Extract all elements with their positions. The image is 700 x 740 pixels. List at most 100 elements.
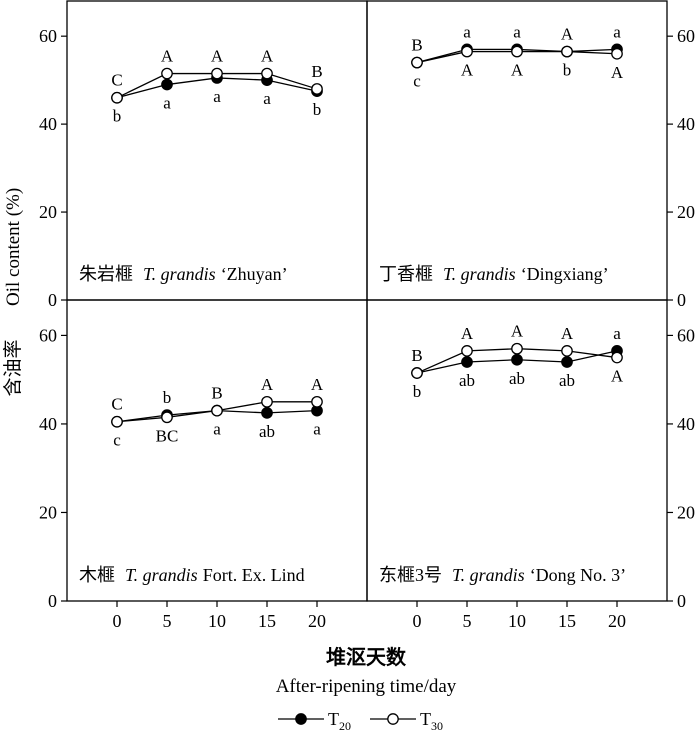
- y-axis-label-en: Oil content (%): [3, 188, 24, 306]
- panel-bottom-left-label: 木榧 T. grandis Fort. Ex. Lind: [79, 565, 305, 585]
- panel-top-right-point-T30-0: [411, 56, 423, 69]
- panel-bottom-right-letter-T30-20: A: [611, 367, 624, 386]
- legend-label-subscript: 30: [431, 719, 443, 733]
- panel-bottom-left-point-T30-15: [261, 395, 273, 408]
- legend-label-T20: T20: [328, 709, 351, 733]
- panel-top-right-ytick-label-40: 40: [677, 114, 695, 134]
- panel-top-right-letter-T20-0: c: [413, 72, 421, 91]
- panel-top-left-letter-T30-15: A: [261, 47, 274, 66]
- panel-top-right-letter-T30-5: A: [461, 61, 474, 80]
- panel-bottom-right-letter-T20-5: ab: [459, 371, 475, 390]
- panel-bottom-left-letter-T30-20: A: [311, 375, 324, 394]
- panel-bottom-right-xtick-label-5: 5: [463, 611, 472, 631]
- panel-top-left-point-T30-15: [261, 67, 273, 80]
- panel-bottom-left-letter-T30-10: B: [211, 384, 222, 403]
- panel-bottom-left-letter-T20-10: a: [213, 420, 221, 439]
- panel-bottom-left-label-cn: 木榧: [79, 565, 115, 585]
- panel-bottom-right-xtick-label-20: 20: [608, 611, 626, 631]
- panel-top-left-ytick-label-60: 60: [39, 26, 57, 46]
- panel-bottom-right-xtick-label-15: 15: [558, 611, 576, 631]
- panel-top-right-label-cultivar: ‘Dingxiang’: [521, 264, 609, 284]
- panel-bottom-right-letter-T20-0: b: [413, 382, 422, 401]
- panel-bottom-left-point-T30-0: [111, 415, 123, 428]
- panel-bottom-right-label-cn: 东榧3号: [379, 565, 442, 585]
- panel-bottom-left-letter-T30-15: A: [261, 375, 274, 394]
- panel-bottom-left-xtick-label-10: 10: [208, 611, 226, 631]
- panel-bottom-left-letter-T20-0: c: [113, 431, 121, 450]
- panel-bottom-right-letter-T20-10: ab: [509, 369, 525, 388]
- panel-top-right-ytick-label-20: 20: [677, 202, 695, 222]
- panel-top-left-point-T30-10: [211, 67, 223, 80]
- panel-bottom-right-point-T30-10: [511, 342, 523, 355]
- panel-top-right-letter-T20-20: a: [613, 22, 621, 41]
- panel-bottom-left-letter-T30-5: BC: [156, 426, 179, 445]
- panel-bottom-right-ytick-label-60: 60: [677, 325, 695, 345]
- panel-top-right-point-T30-20: [611, 47, 623, 60]
- panel-top-left-point-T20-5: [161, 78, 173, 91]
- panel-bottom-left-xtick-label-15: 15: [258, 611, 276, 631]
- panel-bottom-right-letter-T20-15: ab: [559, 371, 575, 390]
- panel-bottom-right-label-cultivar: ‘Dong No. 3’: [530, 565, 627, 585]
- panel-bottom-right-point-T30-15: [561, 345, 573, 357]
- panel-bottom-right-letter-T30-5: A: [461, 324, 474, 343]
- legend-label-subscript: 20: [339, 719, 351, 733]
- panel-top-left-point-T30-20: [311, 83, 323, 95]
- panel-top-left-letter-T30-10: A: [211, 47, 224, 66]
- legend-marker-T30: [387, 713, 399, 725]
- panel-bottom-right-point-T30-20: [611, 351, 623, 364]
- panel-bottom-left-letter-T20-20: a: [313, 420, 321, 439]
- panel-bottom-left-label-cultivar: Fort. Ex. Lind: [203, 565, 305, 585]
- panel-bottom-left-point-T30-20: [311, 395, 323, 408]
- panel-top-right-letter-T20-10: a: [513, 22, 521, 41]
- legend-label-main: T: [328, 709, 339, 729]
- panel-top-left-point-T30-5: [161, 67, 173, 80]
- panel-bottom-left-ytick-label-20: 20: [39, 502, 57, 522]
- panel-top-right-point-T30-15: [561, 45, 573, 58]
- panel-top-right-letter-T30-20: A: [611, 63, 624, 82]
- panel-bottom-right-point-T20-5: [461, 356, 473, 368]
- panel-bottom-left-point-T30-5: [161, 411, 173, 424]
- panel-top-left-letter-T30-0: C: [111, 71, 122, 90]
- panel-top-left-label-cn: 朱岩榧: [79, 264, 133, 284]
- panel-bottom-right-label-species: T. grandis: [452, 565, 525, 585]
- panel-bottom-right-point-T20-15: [561, 356, 573, 368]
- panel-bottom-right-point-T30-5: [461, 345, 473, 357]
- panel-top-left-label: 朱岩榧 T. grandis ‘Zhuyan’: [79, 264, 288, 284]
- panel-top-right-point-T30-10: [511, 45, 523, 58]
- panel-top-left-point-T30-0: [111, 91, 123, 104]
- panel-top-right-point-T30-5: [461, 45, 473, 58]
- panel-bottom-left-ytick-label-60: 60: [39, 325, 57, 345]
- legend-label-main: T: [420, 709, 431, 729]
- panel-top-left-letter-T20-0: b: [113, 107, 122, 126]
- panel-bottom-right-xtick-label-10: 10: [508, 611, 526, 631]
- panel-bottom-right-point-T20-10: [511, 353, 523, 366]
- panel-top-left-letter-T30-20: B: [311, 62, 322, 81]
- panel-bottom-left-point-T20-15: [261, 407, 273, 419]
- panel-bottom-right-letter-T30-10: A: [511, 322, 524, 341]
- panel-bottom-right-letter-T30-0: B: [411, 346, 422, 365]
- panel-bottom-left-frame: [66, 299, 368, 602]
- panel-bottom-right-xtick-label-0: 0: [413, 611, 422, 631]
- panel-top-right-label-species: T. grandis: [443, 264, 516, 284]
- panel-top-right-label-cn: 丁香榧: [379, 264, 433, 284]
- panel-top-left-ytick-label-0: 0: [48, 290, 57, 310]
- panel-top-left-letter-T20-10: a: [213, 87, 221, 106]
- legend-marker-T20: [295, 713, 307, 725]
- x-axis-label-en: After-ripening time/day: [276, 676, 457, 697]
- legend: T20 T30: [278, 709, 443, 733]
- panel-bottom-right-ytick-label-40: 40: [677, 414, 695, 434]
- panel-bottom-left-ytick-label-0: 0: [48, 591, 57, 611]
- panel-bottom-right-letter-T30-15: A: [561, 324, 574, 343]
- y-axis-label-cn: 含油率: [2, 339, 24, 396]
- panel-bottom-right-ytick-label-0: 0: [677, 591, 686, 611]
- panel-bottom-left-ytick-label-40: 40: [39, 414, 57, 434]
- panel-top-left-letter-T20-15: a: [263, 89, 271, 108]
- panel-bottom-left-letter-T20-15: ab: [259, 422, 275, 441]
- panel-top-right-letter-T20-15: b: [563, 61, 572, 80]
- panel-bottom-right-point-T30-0: [411, 367, 423, 379]
- legend-label-T30: T30: [420, 709, 443, 733]
- x-axis-label-cn: 堆沤天数: [326, 645, 407, 669]
- panel-bottom-left-point-T30-10: [211, 404, 223, 417]
